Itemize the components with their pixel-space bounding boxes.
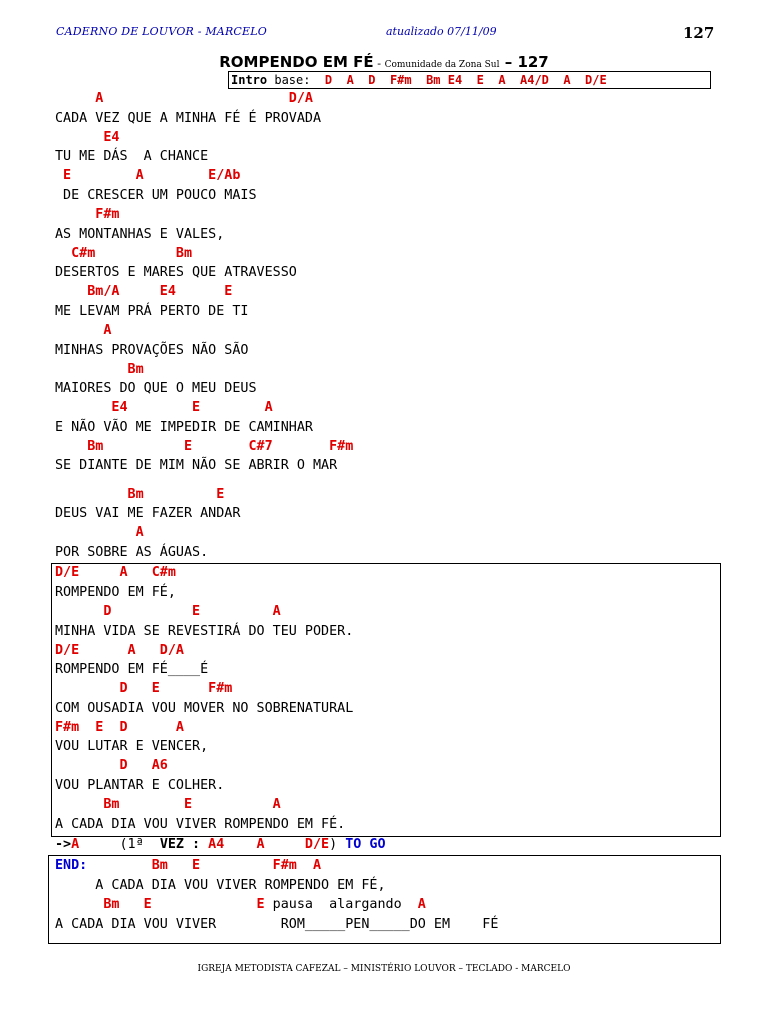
chord-line: Bm E [55,487,225,502]
intro-box: Intro base: D A D F#m Bm E4 E A A4/D A D… [228,71,711,89]
ending-chords-2: Bm E E [55,897,265,912]
song-title-line: ROMPENDO EM FÉ - Comunidade da Zona Sul … [0,52,768,71]
page-footer: IGREJA METODISTA CAFEZAL – MINISTÉRIO LO… [197,964,571,974]
lyric-line: E NÃO VÃO ME IMPEDIR DE CAMINHAR [55,420,313,435]
lyric-line: POR SOBRE AS ÁGUAS. [55,545,209,560]
lyric-line: DEUS VAI ME FAZER ANDAR [55,506,241,521]
goto-chord: A [71,837,80,852]
chord-line: A [55,525,144,540]
intro-chords: D A D F#m Bm E4 E A A4/D A D/E [310,73,607,87]
chord-line: A D/A [55,91,313,106]
ending-last-chord: A [417,897,426,912]
ending-lyric-2: A CADA DIA VOU VIVER ROM_____PEN_____DO … [55,917,499,932]
chord-line: F#m [55,207,120,222]
ending-lyric-1: A CADA DIA VOU VIVER ROMPENDO EM FÉ, [55,878,386,893]
lyric-line: DE CRESCER UM POUCO MAIS [55,188,257,203]
chord-line: E4 [55,130,120,145]
lyric-line: A CADA DIA VOU VIVER ROMPENDO EM FÉ. [55,817,346,832]
chord-line: D E F#m [55,681,233,696]
lyric-line: MINHA VIDA SE REVESTIRÁ DO TEU PODER. [55,624,354,639]
page-number: 127 [683,24,715,42]
chord-line: Bm E C#7 F#m [55,439,354,454]
title-separator-2: – [499,53,518,71]
lyric-line: VOU PLANTAR E COLHER. [55,778,225,793]
end-label: END: [55,858,88,873]
goto-paren-close: ) [329,837,338,852]
chord-line: F#m E D A [55,720,184,735]
goto-paren-open: (1ª [79,837,160,852]
chord-line: E4 E A [55,400,273,415]
lyric-line: COM OUSADIA VOU MOVER NO SOBRENATURAL [55,701,354,716]
ending-direction: pausa alargando [264,897,418,912]
chord-line: C#m Bm [55,246,193,261]
chord-line: E A E/Ab [55,168,241,183]
lyric-line: SE DIANTE DE MIM NÃO SE ABRIR O MAR [55,458,338,473]
lyric-line: AS MONTANHAS E VALES, [55,227,225,242]
ending-box [48,855,721,944]
lyric-line: CADA VEZ QUE A MINHA FÉ É PROVADA [55,111,322,126]
chord-line: A [55,323,112,338]
song-author: Comunidade da Zona Sul [384,60,500,70]
chord-line: D E A [55,604,281,619]
lyric-line: VOU LUTAR E VENCER, [55,739,209,754]
lyric-line: DESERTOS E MARES QUE ATRAVESSO [55,265,297,280]
lyric-line: MINHAS PROVAÇÕES NÃO SÃO [55,343,249,358]
intro-label: Intro [231,73,268,87]
chord-line: D A6 [55,758,168,773]
ending-chord-line-2: Bm E E pausa alargando A [55,897,426,913]
lyric-line: ME LEVAM PRÁ PERTO DE TI [55,304,249,319]
lyric-line: ROMPENDO EM FÉ____É [55,662,209,677]
song-title: ROMPENDO EM FÉ [219,53,374,71]
title-separator: - [373,57,385,70]
goto-arrow: -> [55,837,72,852]
goto-line: ->A (1ª VEZ : A4 A D/E) TO GO [55,837,386,853]
lyric-line: TU ME DÁS A CHANCE [55,149,209,164]
updated-date: atualizado 07/11/09 [386,25,497,38]
to-go-label: TO GO [337,837,386,852]
lyric-line: ROMPENDO EM FÉ, [55,585,176,600]
chord-line: Bm/A E4 E [55,284,233,299]
chord-line: D/E A C#m [55,565,176,580]
song-number: 127 [517,53,549,71]
lyric-line: MAIORES DO QUE O MEU DEUS [55,381,257,396]
intro-base-label: base: [267,73,311,87]
chord-line: D/E A D/A [55,643,184,658]
ending-chords-1: Bm E F#m A [87,858,322,873]
goto-chords: A4 A D/E [200,837,330,852]
goto-vez: VEZ : [159,837,201,852]
chord-line: Bm [55,362,144,377]
ending-chord-line-1: END: Bm E F#m A [55,858,321,874]
chord-line: Bm E A [55,797,281,812]
book-title: CADERNO DE LOUVOR - MARCELO [56,25,267,38]
chorus-box [51,563,721,837]
